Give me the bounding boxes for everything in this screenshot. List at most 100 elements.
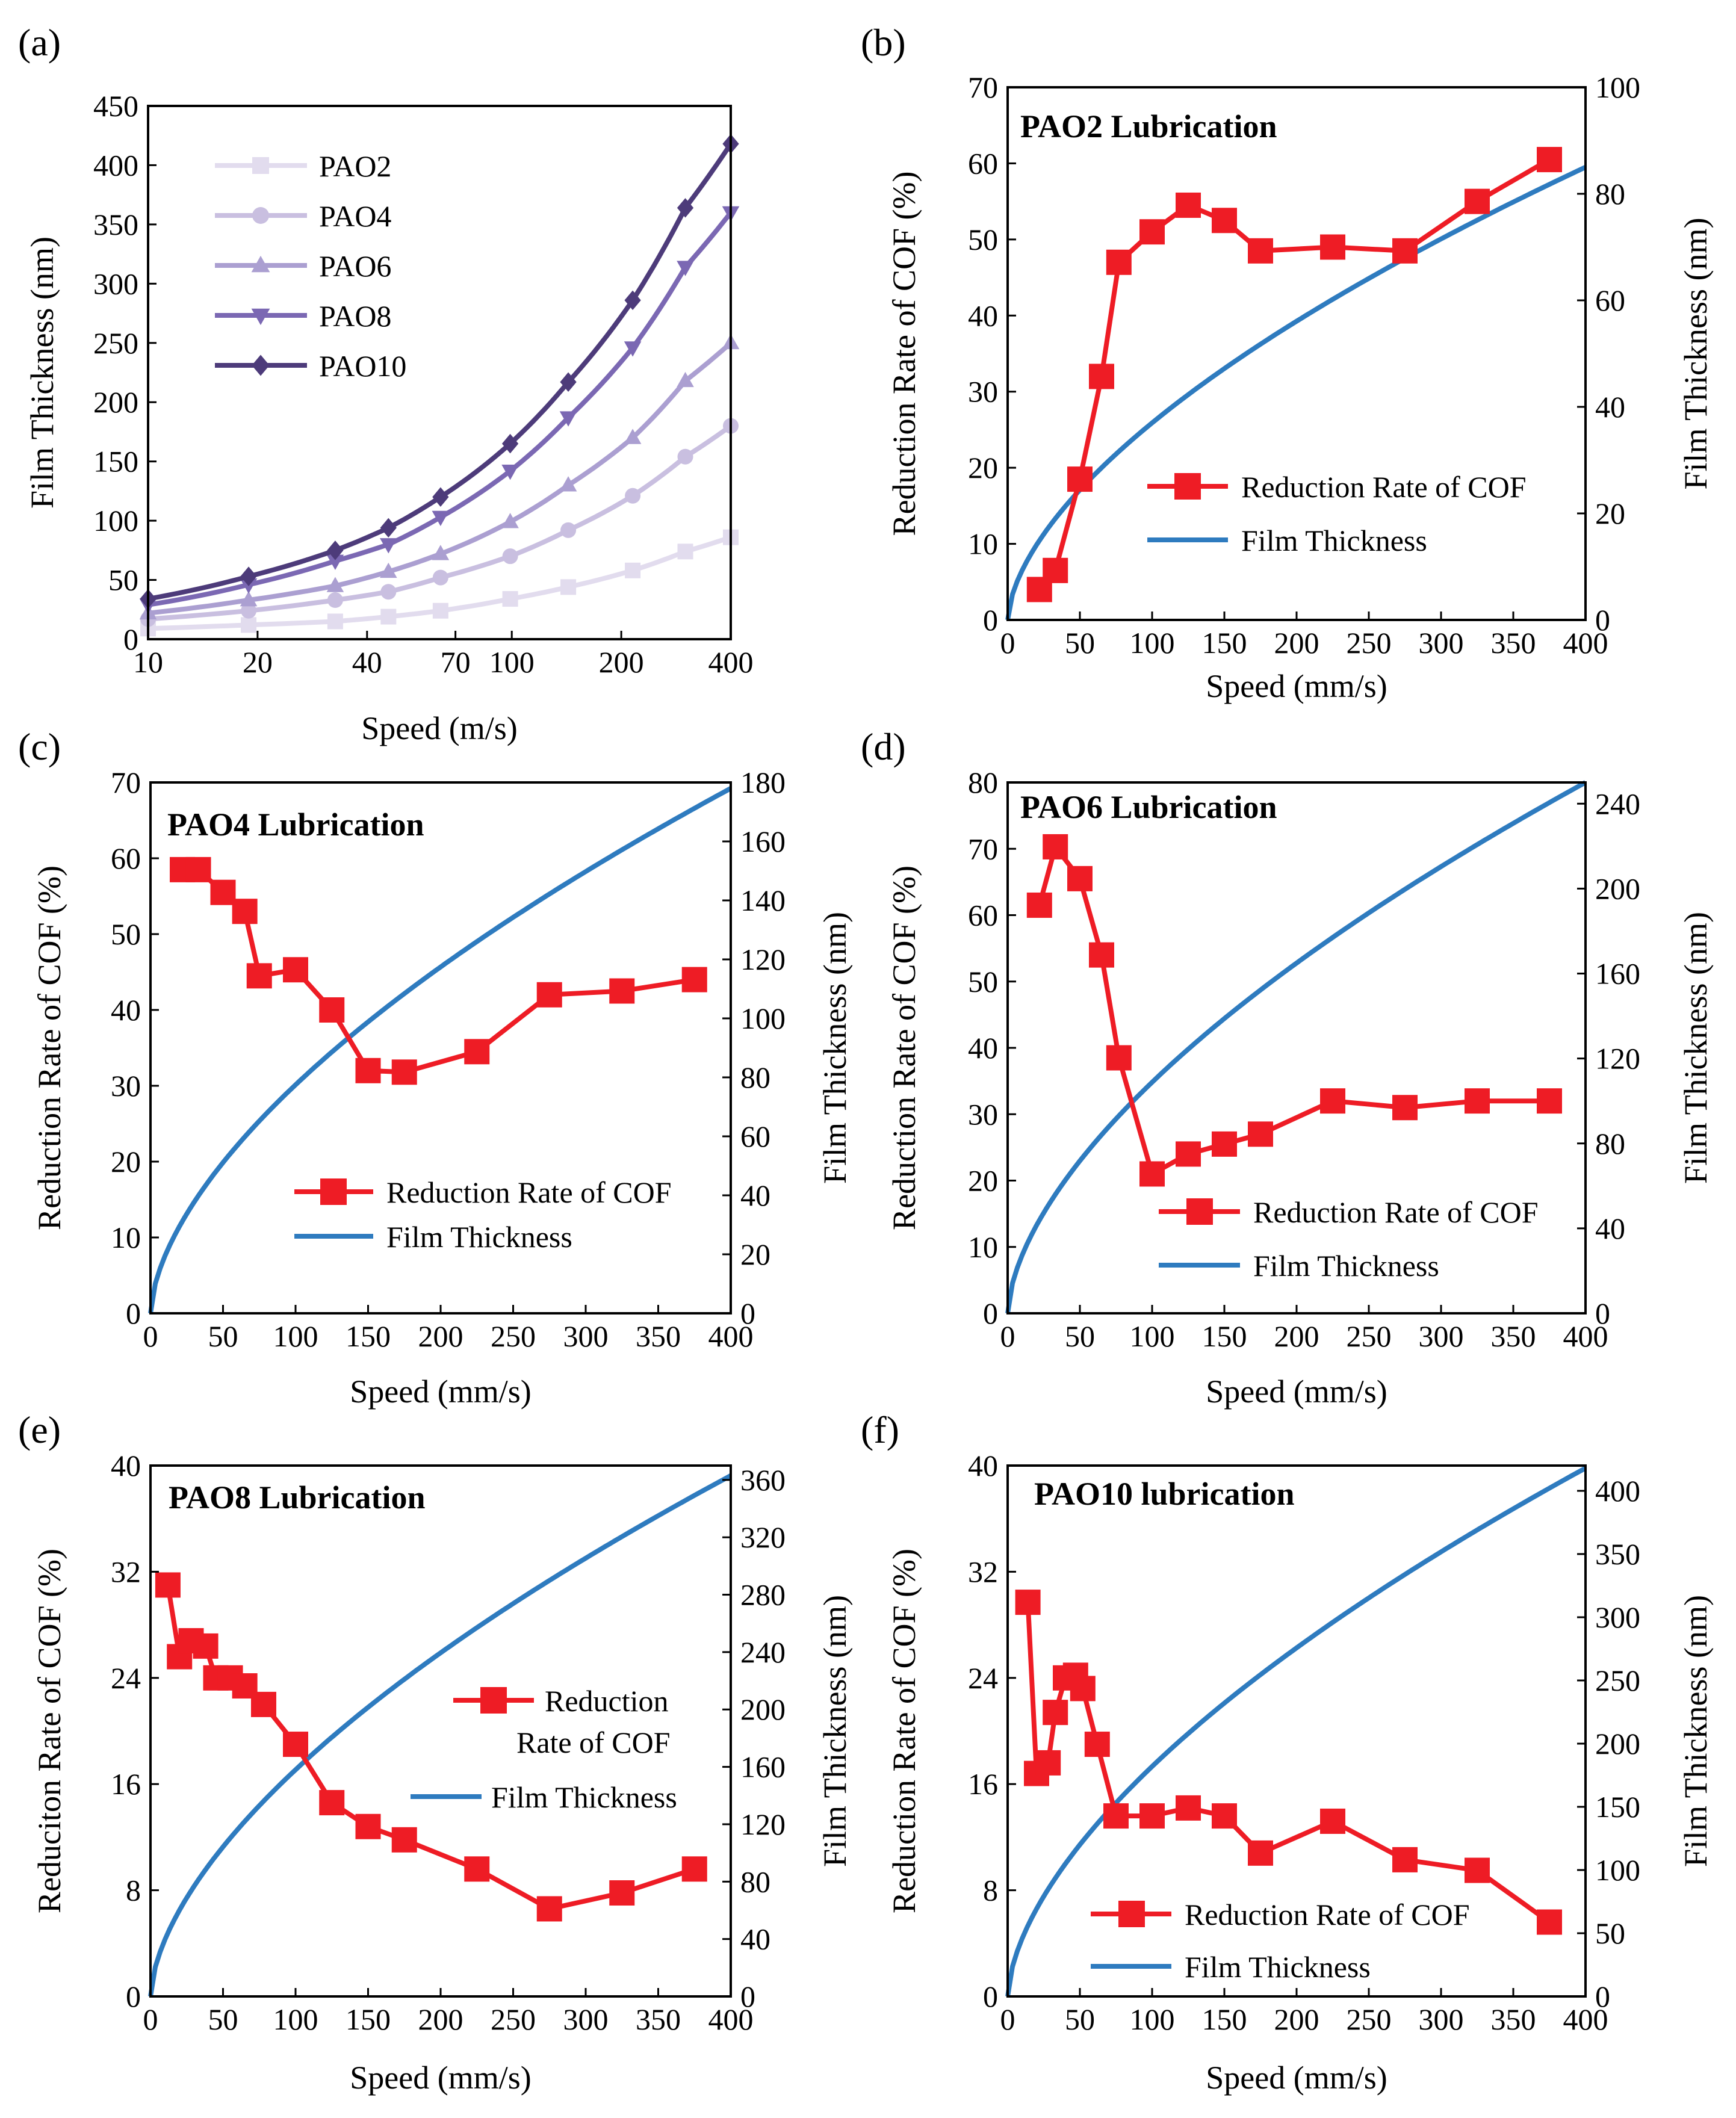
data-point <box>380 562 397 578</box>
cof-point <box>1089 364 1114 389</box>
y-right-tick-label: 400 <box>1595 1474 1640 1508</box>
cof-point <box>1043 557 1068 583</box>
data-point <box>560 372 577 392</box>
x-tick-label: 400 <box>1563 626 1608 660</box>
y-right-tick-label: 200 <box>740 1692 786 1726</box>
legend: Reduction Rate of COF Film Thickness <box>411 1684 677 1814</box>
x-tick-label: 50 <box>208 1319 238 1353</box>
panel-label: (f) <box>861 1408 899 1451</box>
panel-label: (d) <box>861 725 906 768</box>
x-tick-label: 0 <box>1000 2002 1015 2036</box>
cof-point <box>536 982 562 1008</box>
data-point <box>677 261 694 276</box>
y-tick-label: 200 <box>93 385 138 419</box>
series-line <box>147 211 733 607</box>
y-tick-label: 50 <box>111 917 141 951</box>
data-point <box>326 577 344 592</box>
x-tick-label: 200 <box>1274 1319 1319 1353</box>
y-right-tick-label: 100 <box>1595 1853 1640 1887</box>
data-point <box>677 198 694 218</box>
data-point <box>380 538 397 554</box>
x-tick-label: 150 <box>1202 626 1247 660</box>
y-tick-label: 70 <box>111 766 141 799</box>
panel-a: (a) 10 20 40 70 100 200 400 0 50 100 150 200 250 300 35… <box>18 21 754 746</box>
x-tick-label: 150 <box>346 2002 391 2036</box>
cof-point <box>319 1790 345 1816</box>
y-tick-label: 16 <box>111 1767 141 1801</box>
legend-label: Film Thickness <box>1185 1950 1371 1984</box>
y-tick-label: 350 <box>93 208 138 241</box>
x-tick-label: 100 <box>273 2002 318 2036</box>
cof-point <box>1103 1803 1129 1829</box>
y-right-tick-label: 0 <box>740 1296 755 1330</box>
cof-point <box>1015 1590 1041 1615</box>
x-tick-label: 250 <box>491 2002 536 2036</box>
y-right-tick-label: 120 <box>740 1807 786 1841</box>
y-axis-title: Reduciton Rate of COF (%) <box>31 1549 67 1913</box>
x-tick-label: 100 <box>1130 1319 1175 1353</box>
y-tick-label: 8 <box>983 1874 998 1907</box>
cof-point <box>1392 238 1418 264</box>
series-line <box>147 424 733 622</box>
data-point <box>240 591 258 607</box>
y-tick-label: 0 <box>126 1296 141 1330</box>
film-thickness-line <box>148 1473 732 1997</box>
y-tick-label: 60 <box>111 841 141 875</box>
y-right-tick-label: 100 <box>740 1002 786 1035</box>
x-tick-label: 250 <box>491 1319 536 1353</box>
x-tick-label: 300 <box>1419 2002 1464 2036</box>
y-right-axis-title: Film Thickness (nm) <box>817 1595 853 1867</box>
panel-label: (e) <box>18 1408 61 1451</box>
x-tick-label: 300 <box>563 2002 609 2036</box>
y-tick-label: 50 <box>968 965 998 999</box>
x-tick-label: 10 <box>133 645 163 679</box>
y-tick-label: 40 <box>968 299 998 332</box>
data-point <box>501 433 519 454</box>
y-right-tick-label: 0 <box>740 1980 755 2013</box>
legend-label: Film Thickness <box>1241 524 1427 557</box>
y-axis-title: Reduction Rate of COF (%) <box>886 1549 922 1913</box>
cof-point <box>1392 1095 1418 1121</box>
legend-marker <box>1174 473 1201 500</box>
x-axis-title: Speed (mm/s) <box>1206 668 1387 704</box>
data-point <box>432 602 448 619</box>
y-right-tick-label: 300 <box>1595 1600 1640 1634</box>
data-point <box>559 411 577 427</box>
cof-point <box>609 978 635 1004</box>
data-point <box>625 488 641 504</box>
data-point <box>502 548 518 565</box>
cof-point <box>1537 147 1562 173</box>
data-point <box>677 448 693 465</box>
x-tick-label: 200 <box>1274 626 1319 660</box>
data-point <box>625 562 641 578</box>
y-right-tick-label: 50 <box>1595 1916 1625 1950</box>
y-tick-label: 40 <box>111 1449 141 1482</box>
film-thickness-line <box>1005 165 1587 621</box>
cof-point <box>1320 1088 1345 1114</box>
data-point <box>380 584 397 600</box>
data-point <box>380 608 397 625</box>
cof-series <box>1026 834 1562 1187</box>
y-tick-label: 50 <box>108 563 138 597</box>
y-right-tick-label: 160 <box>1595 957 1640 991</box>
y-axis-title: Reduction Rate of COF (%) <box>886 172 922 536</box>
cof-point <box>1139 1803 1165 1829</box>
y-axis-title: Reduction Rate of COF (%) <box>31 865 67 1230</box>
legend-label: PAO8 <box>319 299 391 333</box>
y-right-tick-label: 80 <box>740 1865 770 1898</box>
legend-marker <box>252 157 269 174</box>
y-axis-title: Reduction Rate of COF (%) <box>886 865 922 1230</box>
x-tick-label: 50 <box>1065 1319 1095 1353</box>
panel-label: (b) <box>861 21 906 64</box>
data-point <box>501 465 519 480</box>
cof-point <box>1392 1847 1418 1872</box>
y-tick-label: 80 <box>968 766 998 799</box>
film-thickness-line <box>1005 780 1587 1314</box>
x-tick-label: 250 <box>1347 1319 1392 1353</box>
x-tick-label: 150 <box>1202 1319 1247 1353</box>
cof-point <box>464 1856 490 1882</box>
y-right-tick-label: 40 <box>740 1922 770 1956</box>
cof-point <box>1106 1045 1132 1071</box>
y-tick-label: 10 <box>111 1221 141 1254</box>
y-tick-label: 60 <box>968 146 998 180</box>
